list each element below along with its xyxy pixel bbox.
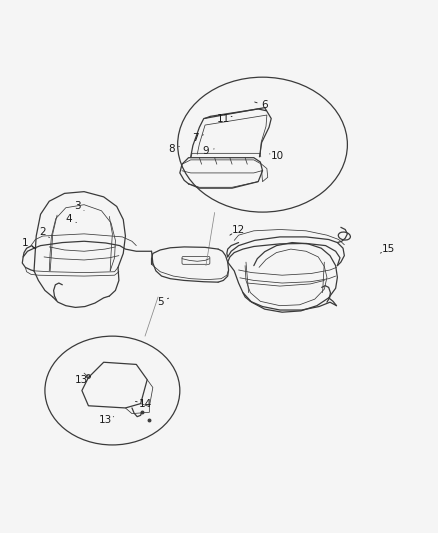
Text: 5: 5 xyxy=(157,297,163,307)
Text: 7: 7 xyxy=(192,133,198,143)
Text: 1: 1 xyxy=(22,238,28,247)
Text: 11: 11 xyxy=(217,114,230,124)
Text: 2: 2 xyxy=(39,227,46,237)
Text: 13: 13 xyxy=(99,415,113,425)
Text: 4: 4 xyxy=(66,214,72,224)
Text: 8: 8 xyxy=(168,144,174,154)
Text: 3: 3 xyxy=(74,200,81,211)
Text: 13: 13 xyxy=(75,375,88,385)
Text: 12: 12 xyxy=(232,224,245,235)
Text: 14: 14 xyxy=(138,399,152,409)
Text: 6: 6 xyxy=(261,100,268,110)
Text: 9: 9 xyxy=(203,146,209,156)
Text: 15: 15 xyxy=(382,244,396,254)
Text: 10: 10 xyxy=(271,150,284,160)
